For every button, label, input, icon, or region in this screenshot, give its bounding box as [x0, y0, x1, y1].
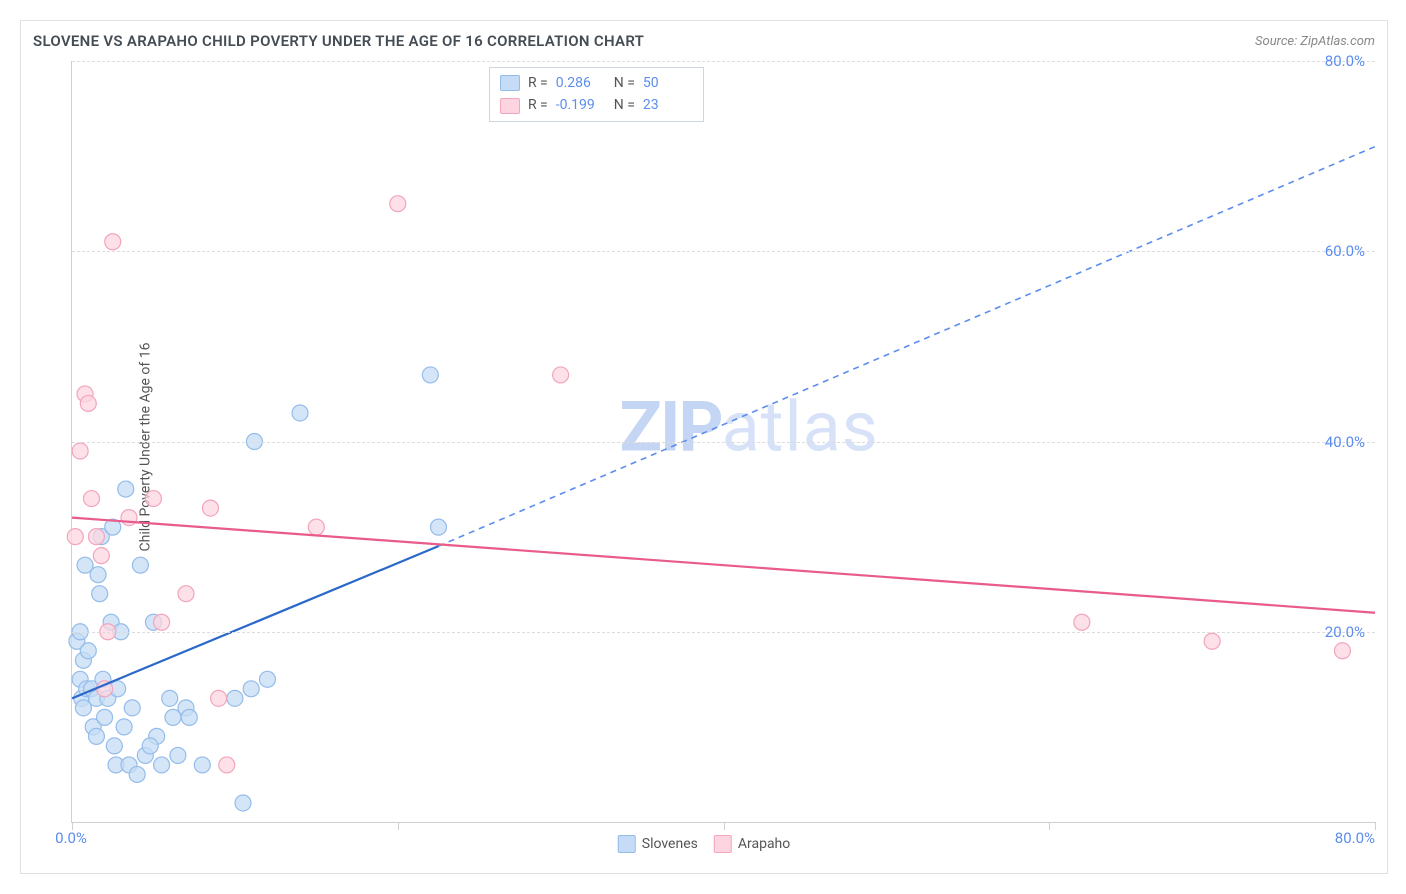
- gridline: [72, 61, 1375, 62]
- gridline: [72, 251, 1375, 252]
- slovenes-point: [92, 586, 108, 602]
- arapaho-point: [145, 491, 161, 507]
- legend-item: Arapaho: [714, 835, 790, 853]
- slovenes-point: [132, 557, 148, 573]
- y-tick-label: 20.0%: [1325, 623, 1365, 641]
- slovenes-point: [243, 681, 259, 697]
- series-legend: Slovenes Arapaho: [618, 835, 791, 853]
- stat-n-label: N =: [614, 72, 635, 94]
- arapaho-point: [84, 491, 100, 507]
- arapaho-point: [154, 614, 170, 630]
- x-tick-min-label: 0.0%: [55, 829, 87, 847]
- slovenes-point: [430, 519, 446, 535]
- arapaho-point: [1334, 643, 1350, 659]
- correlation-legend: R = 0.286 N = 50 R = -0.199 N = 23: [489, 67, 704, 122]
- arapaho-point: [308, 519, 324, 535]
- slovenes-point: [129, 766, 145, 782]
- slovenes-point: [116, 719, 132, 735]
- slovenes-point: [181, 709, 197, 725]
- slovenes-trendline-extrapolated: [438, 147, 1375, 547]
- stat-row: R = 0.286 N = 50: [500, 72, 693, 94]
- slovenes-point: [235, 795, 251, 811]
- slovenes-point: [194, 757, 210, 773]
- slovenes-point: [124, 700, 140, 716]
- arapaho-point: [178, 586, 194, 602]
- stat-n-value: 50: [643, 72, 693, 94]
- y-tick-label: 80.0%: [1325, 52, 1365, 70]
- plot-area: ZIPatlas R =0.286N =50R =-0.199N =23 20.…: [71, 61, 1375, 823]
- slovenes-point: [118, 481, 134, 497]
- arapaho-point: [93, 548, 109, 564]
- arapaho-point: [67, 529, 83, 545]
- stat-n-value: 23: [643, 94, 693, 116]
- arapaho-point: [219, 757, 235, 773]
- x-tick: [1375, 822, 1376, 830]
- stat-r-label: R =: [528, 94, 548, 116]
- x-tick: [398, 822, 399, 830]
- chart-header: SLOVENE VS ARAPAHO CHILD POVERTY UNDER T…: [21, 21, 1387, 61]
- slovenes-point: [227, 690, 243, 706]
- legend-swatch: [714, 835, 732, 853]
- stat-n-label: N =: [614, 94, 635, 116]
- arapaho-point: [80, 395, 96, 411]
- slovenes-point: [88, 728, 104, 744]
- slovenes-point: [97, 709, 113, 725]
- arapaho-trendline: [72, 518, 1375, 613]
- slovenes-trendline: [72, 546, 438, 698]
- stat-swatch: [500, 98, 520, 114]
- x-tick-max-label: 80.0%: [1335, 829, 1375, 847]
- slovenes-point: [170, 747, 186, 763]
- legend-label: Slovenes: [642, 836, 698, 852]
- arapaho-point: [105, 234, 121, 250]
- legend-label: Arapaho: [738, 836, 790, 852]
- stat-r-value: 0.286: [556, 72, 606, 94]
- legend-item: Slovenes: [618, 835, 698, 853]
- arapaho-point: [88, 529, 104, 545]
- slovenes-point: [422, 367, 438, 383]
- source-label: Source: ZipAtlas.com: [1255, 34, 1375, 49]
- stat-r-label: R =: [528, 72, 548, 94]
- slovenes-point: [162, 690, 178, 706]
- slovenes-point: [106, 738, 122, 754]
- chart-container: SLOVENE VS ARAPAHO CHILD POVERTY UNDER T…: [20, 20, 1388, 874]
- y-tick-label: 40.0%: [1325, 433, 1365, 451]
- x-tick: [724, 822, 725, 830]
- slovenes-point: [90, 567, 106, 583]
- arapaho-point: [1074, 614, 1090, 630]
- arapaho-point: [211, 690, 227, 706]
- gridline: [72, 442, 1375, 443]
- y-tick-label: 60.0%: [1325, 242, 1365, 260]
- arapaho-point: [390, 196, 406, 212]
- slovenes-point: [292, 405, 308, 421]
- slovenes-point: [80, 643, 96, 659]
- chart-title: SLOVENE VS ARAPAHO CHILD POVERTY UNDER T…: [33, 32, 644, 50]
- arapaho-point: [553, 367, 569, 383]
- arapaho-point: [202, 500, 218, 516]
- stat-swatch: [500, 75, 520, 91]
- legend-swatch: [618, 835, 636, 853]
- arapaho-point: [1204, 633, 1220, 649]
- x-tick: [1049, 822, 1050, 830]
- slovenes-point: [142, 738, 158, 754]
- slovenes-point: [154, 757, 170, 773]
- stat-row: R = -0.199 N = 23: [500, 94, 693, 116]
- gridline: [72, 632, 1375, 633]
- arapaho-point: [72, 443, 88, 459]
- slovenes-point: [259, 671, 275, 687]
- stat-r-value: -0.199: [556, 94, 606, 116]
